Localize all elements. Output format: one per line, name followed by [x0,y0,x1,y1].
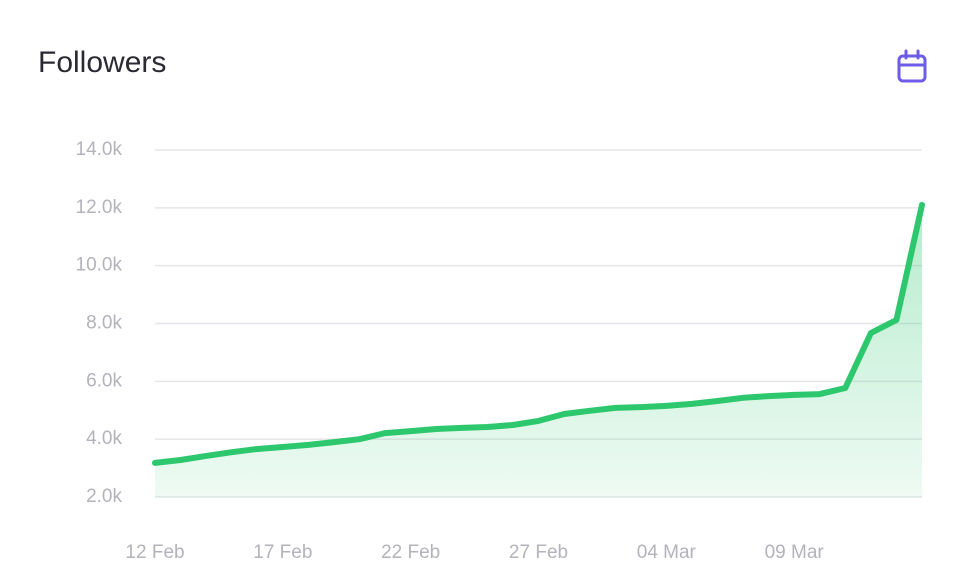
x-tick-label: 04 Mar [637,542,697,563]
x-tick-label: 22 Feb [381,542,440,563]
chart-title: Followers [38,46,166,79]
x-tick-label: 27 Feb [509,542,568,563]
area [155,204,922,497]
y-tick-label: 12.0k [76,197,123,218]
line [152,201,925,466]
y-tick-label: 10.0k [76,255,123,276]
y-tick-label: 6.0k [86,370,122,391]
x-tick-label: 12 Feb [125,542,184,563]
calendar-button[interactable] [897,49,927,83]
y-tick-label: 8.0k [86,313,122,334]
x-tick-label: 17 Feb [253,542,312,563]
y-tick-label: 4.0k [86,428,122,449]
y-tick-label: 14.0k [76,139,123,160]
x-tick-label: 09 Mar [765,542,825,563]
y-tick-label: 2.0k [86,486,122,507]
